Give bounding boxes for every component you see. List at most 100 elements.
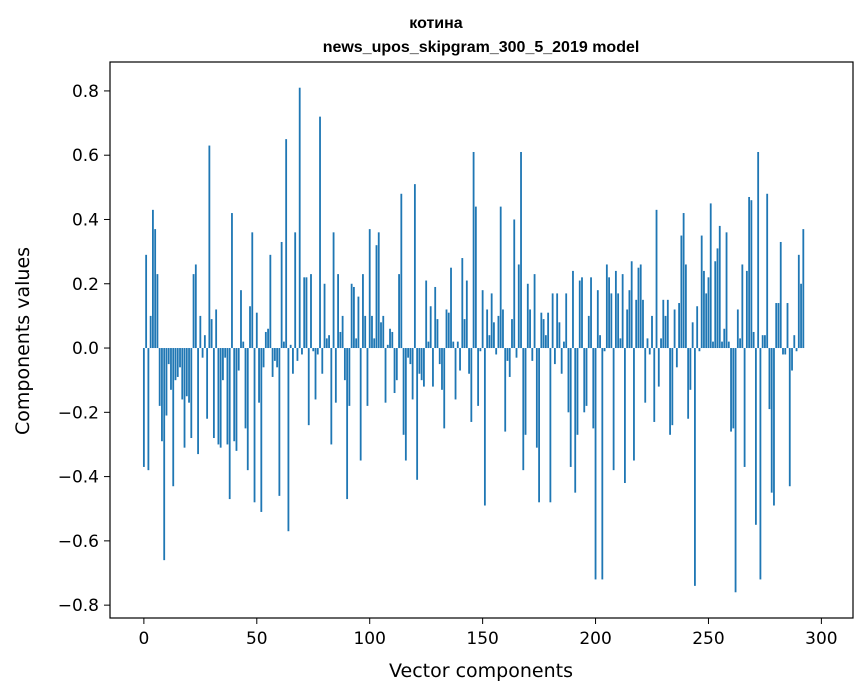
bar-173 <box>533 274 536 349</box>
bar-108 <box>386 344 389 349</box>
bar-30 <box>210 319 213 349</box>
bar-50 <box>255 312 258 349</box>
x-axis-label: Vector components <box>389 660 573 682</box>
bar-135 <box>447 312 450 349</box>
bar-10 <box>165 348 168 416</box>
bar-266 <box>743 348 746 467</box>
bar-45 <box>244 348 247 429</box>
bar-284 <box>784 348 787 355</box>
y-tick-label: 0.8 <box>72 82 99 102</box>
bar-234 <box>671 348 674 426</box>
bar-223 <box>646 338 649 349</box>
bar-233 <box>669 348 671 435</box>
bar-213 <box>624 348 626 484</box>
bar-292 <box>802 229 805 349</box>
bar-256 <box>721 341 723 349</box>
bar-51 <box>258 348 260 403</box>
bar-283 <box>782 348 784 355</box>
bar-236 <box>675 348 678 368</box>
bar-64 <box>287 348 290 532</box>
bar-122 <box>418 348 421 374</box>
bar-8 <box>161 348 163 442</box>
bar-60 <box>278 348 281 496</box>
bar-257 <box>723 328 726 349</box>
bar-286 <box>788 348 791 487</box>
bar-35 <box>222 348 224 381</box>
bar-241 <box>687 348 690 419</box>
bar-67 <box>294 232 297 349</box>
bar-252 <box>712 341 714 349</box>
bar-141 <box>461 258 464 349</box>
bar-200 <box>594 348 597 580</box>
bar-185 <box>560 348 563 374</box>
bar-228 <box>657 348 660 387</box>
bar-94 <box>355 338 358 349</box>
bar-280 <box>775 303 778 349</box>
bar-17 <box>181 348 184 400</box>
bar-143 <box>465 280 468 349</box>
bar-40 <box>233 348 236 442</box>
bar-102 <box>373 338 376 349</box>
bar-99 <box>366 348 369 406</box>
y-tick-label: −0.8 <box>58 596 99 616</box>
bar-226 <box>653 348 656 422</box>
bar-140 <box>459 348 461 371</box>
bar-98 <box>364 315 367 349</box>
bar-199 <box>592 348 595 429</box>
bar-289 <box>795 348 798 352</box>
x-tick-label: 100 <box>353 629 385 649</box>
bar-195 <box>583 348 586 413</box>
bar-148 <box>477 348 480 406</box>
bar-181 <box>551 293 554 349</box>
bar-77 <box>316 348 319 355</box>
bar-96 <box>359 348 362 461</box>
bar-48 <box>251 232 254 349</box>
bar-263 <box>736 309 739 349</box>
bar-83 <box>330 348 333 445</box>
bar-288 <box>793 335 796 349</box>
bar-269 <box>750 200 753 349</box>
bar-182 <box>553 348 556 365</box>
bar-36 <box>224 348 227 358</box>
bar-147 <box>474 206 477 349</box>
bar-41 <box>235 348 238 451</box>
bar-112 <box>395 348 398 381</box>
bar-274 <box>761 335 764 349</box>
bar-227 <box>655 209 658 349</box>
bar-85 <box>334 348 337 403</box>
bar-211 <box>619 338 622 349</box>
bar-202 <box>599 335 601 349</box>
bar-209 <box>614 270 617 349</box>
bar-78 <box>319 116 321 349</box>
y-tick-label: −0.4 <box>58 468 99 488</box>
bar-9 <box>163 348 166 561</box>
bar-245 <box>696 306 699 349</box>
bar-53 <box>262 348 265 368</box>
bar-214 <box>626 309 629 349</box>
bar-267 <box>745 270 748 349</box>
bar-146 <box>472 151 475 349</box>
bar-166 <box>517 264 520 349</box>
x-tick-label: 300 <box>805 629 837 649</box>
bar-73 <box>307 348 310 426</box>
bar-155 <box>493 322 495 349</box>
bar-87 <box>339 331 342 349</box>
bar-95 <box>357 296 360 349</box>
bar-3 <box>149 315 152 349</box>
bar-34 <box>219 348 222 448</box>
bar-110 <box>391 331 394 349</box>
bar-1 <box>145 254 148 349</box>
chart-title-line2: news_upos_skipgram_300_5_2019 model <box>323 39 640 56</box>
bar-20 <box>188 348 190 403</box>
bar-225 <box>651 315 653 349</box>
bar-27 <box>203 335 206 349</box>
bar-229 <box>660 338 662 349</box>
bar-33 <box>217 348 220 445</box>
bar-145 <box>470 348 473 422</box>
bar-287 <box>791 348 793 371</box>
bar-253 <box>714 261 717 349</box>
bar-249 <box>705 293 708 349</box>
bar-205 <box>605 264 608 349</box>
bar-150 <box>481 290 484 349</box>
